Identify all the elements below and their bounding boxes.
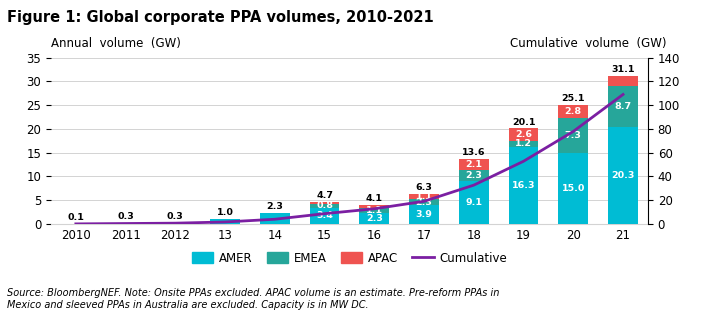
Text: 25.1: 25.1 — [561, 94, 585, 103]
Text: 2.6: 2.6 — [515, 130, 532, 139]
Cumulative — [121, 222, 130, 226]
Legend: AMER, EMEA, APAC, Cumulative: AMER, EMEA, APAC, Cumulative — [187, 247, 512, 269]
Text: 2.3: 2.3 — [416, 198, 432, 207]
Bar — [309, 202, 339, 204]
Text: Figure 1: Global corporate PPA volumes, 2010-2021: Figure 1: Global corporate PPA volumes, … — [7, 10, 434, 25]
Text: 2.8: 2.8 — [565, 107, 582, 116]
Text: 7.3: 7.3 — [565, 131, 582, 140]
Bar — [558, 118, 588, 153]
Text: 1.1: 1.1 — [365, 206, 383, 215]
Cumulative — [171, 221, 180, 225]
Text: Cumulative  volume  (GW): Cumulative volume (GW) — [510, 36, 666, 50]
Text: 16.3: 16.3 — [512, 181, 535, 190]
Bar — [309, 204, 339, 208]
Bar — [409, 199, 439, 205]
Cumulative — [320, 212, 329, 216]
Text: Source: BloombergNEF. Note: Onsite PPAs excluded. APAC volume is an estimate. Pr: Source: BloombergNEF. Note: Onsite PPAs … — [7, 288, 499, 310]
Bar — [608, 86, 638, 127]
Bar — [459, 181, 488, 224]
Cumulative — [370, 207, 379, 211]
Bar — [111, 223, 141, 224]
Text: 2.3: 2.3 — [266, 202, 283, 211]
Bar — [558, 153, 588, 224]
Text: 20.1: 20.1 — [512, 117, 535, 126]
Text: 4.1: 4.1 — [365, 194, 383, 203]
Text: 0.8: 0.8 — [316, 201, 333, 211]
Cumulative — [470, 183, 478, 187]
Cumulative — [221, 220, 229, 224]
Cumulative — [71, 222, 80, 226]
Bar — [409, 194, 439, 199]
Text: 31.1: 31.1 — [612, 65, 635, 74]
Bar — [509, 147, 539, 224]
Bar — [459, 170, 488, 181]
Cumulative — [419, 199, 428, 203]
Bar — [360, 204, 389, 208]
Bar — [509, 128, 539, 141]
Text: 0.1: 0.1 — [68, 212, 84, 222]
Cumulative — [619, 92, 628, 96]
Bar — [608, 127, 638, 224]
Cumulative — [270, 217, 279, 221]
Bar — [210, 219, 240, 224]
Bar — [409, 205, 439, 224]
Text: 1.1: 1.1 — [416, 192, 432, 201]
Text: 3.4: 3.4 — [316, 212, 333, 220]
Text: 20.3: 20.3 — [612, 171, 635, 180]
Bar — [360, 213, 389, 224]
Bar — [360, 208, 389, 213]
Bar — [558, 105, 588, 118]
Text: Annual  volume  (GW): Annual volume (GW) — [51, 36, 181, 50]
Text: 0.3: 0.3 — [167, 212, 183, 221]
Text: 6.3: 6.3 — [416, 183, 432, 192]
Bar — [509, 141, 539, 147]
Bar — [608, 76, 638, 86]
Text: 2.3: 2.3 — [465, 171, 482, 180]
Text: 2.3: 2.3 — [366, 214, 383, 223]
Text: 2.1: 2.1 — [465, 160, 483, 169]
Cumulative — [519, 159, 528, 163]
Bar — [459, 159, 488, 170]
Text: 1.2: 1.2 — [515, 139, 532, 148]
Cumulative — [569, 130, 578, 133]
Text: 13.6: 13.6 — [462, 148, 486, 157]
Text: 15.0: 15.0 — [561, 184, 585, 193]
Bar — [160, 223, 190, 224]
Bar — [309, 208, 339, 224]
Line: Cumulative: Cumulative — [76, 94, 623, 224]
Bar — [260, 213, 290, 224]
Text: 9.1: 9.1 — [465, 198, 483, 207]
Text: 8.7: 8.7 — [614, 102, 632, 111]
Text: 1.0: 1.0 — [217, 208, 234, 217]
Text: 3.9: 3.9 — [416, 210, 432, 219]
Text: 4.7: 4.7 — [316, 191, 333, 200]
Text: 0.3: 0.3 — [117, 212, 134, 221]
